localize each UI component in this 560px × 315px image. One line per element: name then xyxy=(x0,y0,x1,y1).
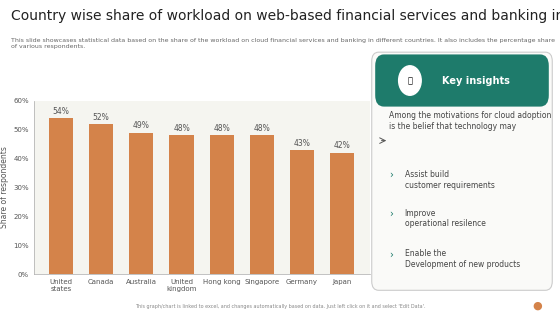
Y-axis label: Share of respondents: Share of respondents xyxy=(0,146,9,228)
Text: Among the motivations for cloud adoption is the belief that technology may: Among the motivations for cloud adoption… xyxy=(389,111,552,130)
Bar xyxy=(330,153,354,274)
Text: ●: ● xyxy=(533,300,543,310)
Text: ›: › xyxy=(389,249,393,260)
Bar xyxy=(290,150,314,274)
Bar xyxy=(129,133,153,274)
FancyBboxPatch shape xyxy=(372,52,552,290)
Text: Improve
operational resilence: Improve operational resilence xyxy=(405,209,486,228)
Text: 49%: 49% xyxy=(133,121,150,130)
Bar xyxy=(170,135,194,274)
Text: This slide showcases statistical data based on the share of the workload on clou: This slide showcases statistical data ba… xyxy=(11,38,555,49)
Text: ›: › xyxy=(389,170,393,180)
FancyBboxPatch shape xyxy=(375,54,549,106)
Text: 48%: 48% xyxy=(213,124,230,133)
Bar xyxy=(250,135,274,274)
Text: Country wise share of workload on web-based financial services and banking indus: Country wise share of workload on web-ba… xyxy=(11,9,560,23)
Text: Key insights: Key insights xyxy=(442,76,510,85)
Circle shape xyxy=(399,66,421,95)
Text: Enable the
Development of new products: Enable the Development of new products xyxy=(405,249,520,269)
Text: 52%: 52% xyxy=(93,112,110,122)
Text: 🔍: 🔍 xyxy=(408,76,412,85)
Text: 43%: 43% xyxy=(293,139,310,147)
Text: Assist build
customer requirements: Assist build customer requirements xyxy=(405,170,494,190)
Text: 54%: 54% xyxy=(53,107,69,116)
Bar xyxy=(49,118,73,274)
Bar xyxy=(209,135,234,274)
Text: ›: › xyxy=(389,209,393,219)
Bar xyxy=(89,124,113,274)
Text: 42%: 42% xyxy=(334,141,351,151)
Text: 48%: 48% xyxy=(173,124,190,133)
Text: This graph/chart is linked to excel, and changes automatically based on data. Ju: This graph/chart is linked to excel, and… xyxy=(135,304,425,309)
Text: 48%: 48% xyxy=(254,124,270,133)
